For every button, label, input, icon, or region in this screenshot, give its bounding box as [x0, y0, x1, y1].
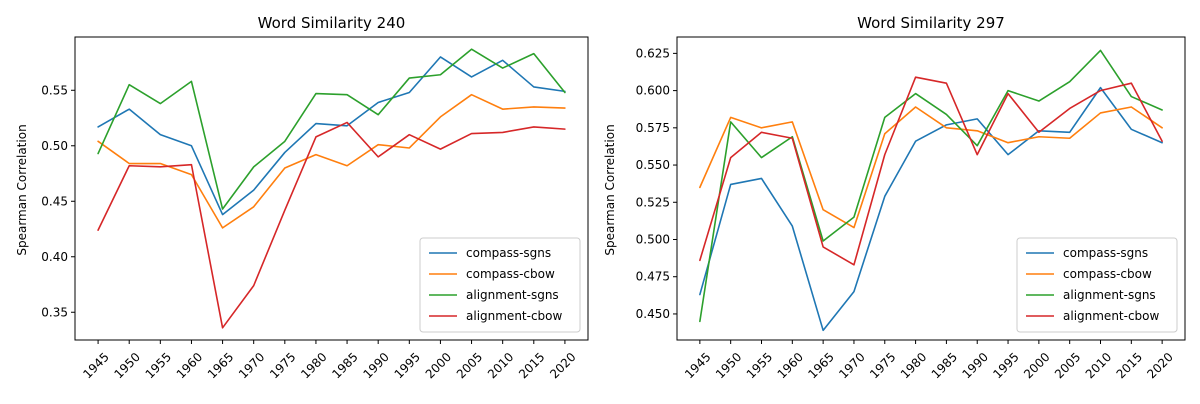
- legend-box: [1016, 237, 1178, 333]
- y-tick-label: 0.625: [636, 46, 670, 60]
- y-tick-label: 0.475: [636, 270, 670, 284]
- legend: compass-sgns compass-cbow alignment-sgns al…: [1016, 237, 1178, 333]
- chart-title: Word Similarity 240: [258, 14, 406, 32]
- legend: compass-sgns compass-cbow alignment-sgns al…: [419, 237, 581, 333]
- y-tick-label: 0.550: [636, 158, 670, 172]
- series-line-compass-cbow: [97, 93, 566, 229]
- y-tick-label: 0.35: [41, 305, 68, 319]
- series-line-compass-cbow: [699, 106, 1163, 229]
- y-tick-label: 0.575: [636, 121, 670, 135]
- series-line-alignment-cbow: [699, 76, 1163, 266]
- series-line-alignment-sgns: [97, 48, 566, 210]
- legend-label: alignment-sgns: [466, 288, 559, 302]
- legend-label: alignment-cbow: [1063, 309, 1160, 323]
- y-tick-label: 0.525: [636, 195, 670, 209]
- y-tick-label: 0.45: [41, 194, 68, 208]
- legend-label: compass-cbow: [1063, 267, 1152, 281]
- series-line-alignment-sgns: [699, 49, 1163, 323]
- legend-box: [419, 237, 581, 333]
- legend-label: alignment-cbow: [466, 309, 563, 323]
- y-tick-label: 0.40: [41, 250, 68, 264]
- series-line-compass-sgns: [699, 86, 1163, 332]
- y-tick-label: 0.500: [636, 232, 670, 246]
- plot-frame: [676, 36, 1186, 341]
- legend-label: alignment-sgns: [1063, 288, 1156, 302]
- legend-label: compass-sgns: [466, 246, 551, 260]
- chart-title: Word Similarity 297: [857, 14, 1005, 32]
- legend-label: compass-cbow: [466, 267, 555, 281]
- legend-label: compass-sgns: [1063, 246, 1148, 260]
- y-axis-label: Spearman Correlation: [603, 124, 617, 255]
- y-tick-label: 0.50: [41, 139, 68, 153]
- y-tick-label: 0.55: [41, 83, 68, 97]
- plot-frame: [74, 36, 589, 341]
- y-tick-label: 0.600: [636, 84, 670, 98]
- y-tick-label: 0.450: [636, 307, 670, 321]
- y-axis-label: Spearman Correlation: [15, 124, 29, 255]
- series-line-alignment-cbow: [97, 121, 566, 329]
- series-line-compass-sgns: [97, 56, 566, 216]
